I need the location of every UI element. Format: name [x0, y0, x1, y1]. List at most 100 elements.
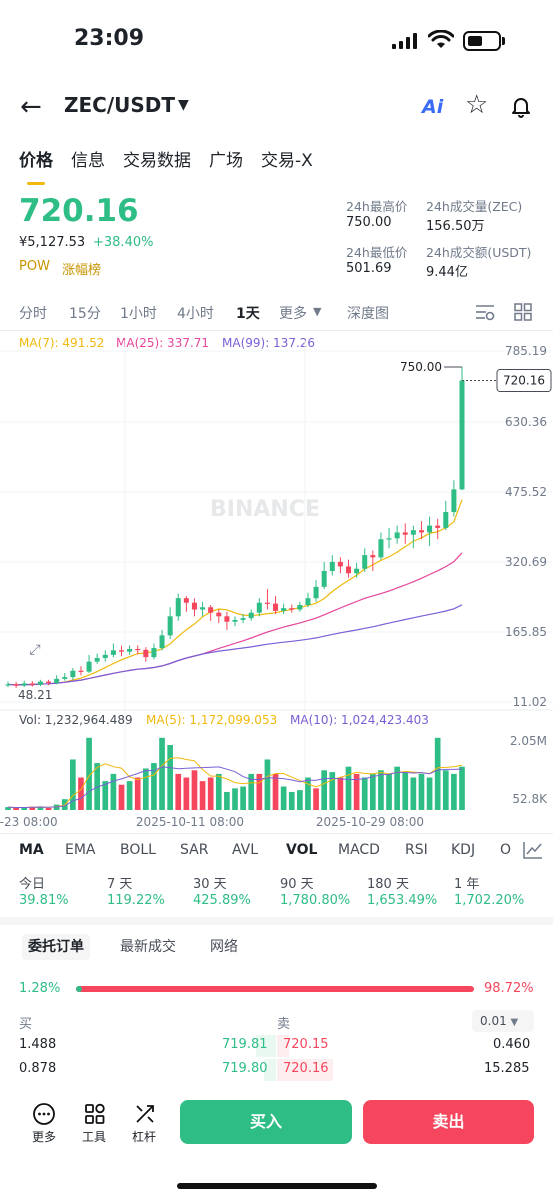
- indicator-kdj[interactable]: KDJ: [451, 842, 476, 858]
- chart-settings-icon[interactable]: [474, 302, 496, 322]
- more-icon[interactable]: [33, 1103, 55, 1125]
- y-axis-ticks: 785.19 630.36 475.52 320.69 165.85 11.02 2.05M…: [505, 344, 548, 806]
- candle-body: [321, 570, 327, 587]
- volume-bar: [288, 791, 295, 810]
- low-label: 24h最低价: [346, 245, 408, 260]
- last-price: 720.16: [19, 193, 139, 229]
- tab-price[interactable]: 价格: [19, 146, 53, 185]
- bell-icon[interactable]: [509, 94, 533, 118]
- ai-icon[interactable]: Ai: [422, 96, 444, 118]
- change-percent: +38.40%: [93, 235, 154, 250]
- tag-gainers[interactable]: 涨幅榜: [62, 263, 102, 278]
- volume-bar: [442, 770, 449, 810]
- volume-bar: [167, 745, 173, 810]
- indicator-rsi[interactable]: RSI: [405, 842, 428, 858]
- volume-bar: [353, 773, 360, 810]
- grid-layout-icon[interactable]: [514, 303, 532, 321]
- expand-icon[interactable]: ⤢: [22, 637, 48, 663]
- ask-price[interactable]: 720.16: [283, 1061, 329, 1076]
- status-time: 23:09: [74, 26, 145, 51]
- candle-body: [443, 512, 449, 528]
- interval-time[interactable]: 分时: [19, 306, 47, 322]
- vol-ma10-legend: MA(10): 1,024,423.403: [290, 713, 429, 727]
- caret-down-icon[interactable]: ▼: [178, 97, 189, 113]
- candle-body: [110, 650, 116, 655]
- bid-depth-bar: [264, 1059, 276, 1081]
- cellular-signal-icon: [392, 33, 417, 49]
- tab-square[interactable]: 广场: [209, 151, 243, 171]
- candle-body: [118, 650, 125, 652]
- interval-depth[interactable]: 深度图: [347, 306, 389, 322]
- bid-price[interactable]: 719.81: [222, 1037, 268, 1052]
- more-label[interactable]: 更多: [32, 1130, 57, 1144]
- ask-qty[interactable]: 0.460: [493, 1037, 531, 1052]
- interval-1d[interactable]: 1天: [236, 306, 260, 322]
- candle-body: [200, 607, 206, 610]
- volume-bar: [37, 806, 44, 810]
- volume-bar: [280, 786, 287, 810]
- indicator-macd[interactable]: MACD: [338, 842, 380, 858]
- ma99-legend: MA(99): 137.26: [222, 336, 316, 350]
- x-axis-ticks: 9-23 08:00 2025-10-11 08:00 2025-10-29 08:…: [0, 815, 424, 829]
- candle-body: [159, 635, 165, 649]
- tab-info[interactable]: 信息: [71, 151, 105, 171]
- ma25-legend: MA(25): 337.71: [116, 336, 210, 350]
- interval-15m[interactable]: 15分: [69, 306, 101, 322]
- indicator-ma[interactable]: MA: [19, 842, 44, 858]
- tools-label[interactable]: 工具: [82, 1130, 107, 1144]
- volume-bar: [224, 791, 230, 810]
- leverage-label[interactable]: 杠杆: [132, 1130, 157, 1144]
- chart-grid: [0, 340, 553, 810]
- star-icon[interactable]: ☆: [465, 90, 489, 120]
- back-arrow-icon[interactable]: ←: [20, 92, 42, 122]
- volume-bar: [207, 777, 214, 810]
- x-tick-label: 2025-10-29 08:00: [316, 815, 424, 829]
- indicator-vol[interactable]: VOL: [286, 842, 318, 858]
- pair-title[interactable]: ZEC/USDT: [64, 93, 176, 117]
- candle-body: [378, 539, 384, 558]
- candle-body: [175, 598, 181, 617]
- home-indicator: [177, 1183, 377, 1189]
- indicator-obv[interactable]: O: [500, 842, 512, 858]
- leverage-icon[interactable]: [134, 1103, 156, 1125]
- interval-4h[interactable]: 4小时: [177, 306, 214, 322]
- tools-icon[interactable]: [84, 1103, 106, 1125]
- candle-body: [248, 612, 254, 619]
- bid-qty[interactable]: 0.878: [19, 1061, 57, 1076]
- divider: [0, 833, 553, 834]
- candle-body: [29, 683, 35, 685]
- volume-bar: [199, 781, 206, 810]
- more-caret-icon[interactable]: ▼: [313, 305, 322, 318]
- indicator-chart-icon[interactable]: [523, 841, 543, 859]
- tab-trade-x[interactable]: 交易-X: [261, 151, 313, 171]
- volume-bar: [313, 788, 319, 810]
- volume-bar: [29, 806, 36, 810]
- interval-1h[interactable]: 1小时: [120, 306, 157, 322]
- tab-network[interactable]: 网络: [210, 939, 238, 955]
- low-marker-label: 48.21: [18, 688, 52, 702]
- sell-button[interactable]: 卖出: [363, 1100, 534, 1144]
- ask-qty[interactable]: 15.285: [484, 1061, 530, 1076]
- candle-body: [402, 532, 408, 535]
- bid-qty[interactable]: 1.488: [19, 1037, 57, 1052]
- perf-label-90d: 90 天: [280, 877, 314, 892]
- tag-pow[interactable]: POW: [19, 259, 50, 274]
- tab-order-book[interactable]: 委托订单: [22, 934, 90, 960]
- tab-latest-trades[interactable]: 最新成交: [120, 939, 176, 955]
- interval-more[interactable]: 更多: [279, 306, 307, 322]
- candle-body: [46, 681, 52, 683]
- bid-price[interactable]: 719.80: [222, 1061, 268, 1076]
- indicator-sar[interactable]: SAR: [180, 842, 209, 858]
- volume-bar: [402, 772, 409, 810]
- tab-trading-data[interactable]: 交易数据: [123, 151, 191, 171]
- vol-ma5-legend: MA(5): 1,172,099.053: [146, 713, 278, 727]
- ask-price[interactable]: 720.15: [283, 1037, 329, 1052]
- indicator-boll[interactable]: BOLL: [120, 842, 156, 858]
- precision-select[interactable]: 0.01 ▼: [472, 1010, 534, 1032]
- indicator-avl[interactable]: AVL: [232, 842, 259, 858]
- volume-bar: [451, 773, 457, 810]
- kline-chart[interactable]: BINANCE 785.19 630.36 475.52 320.69 165.85 11…: [0, 330, 553, 830]
- indicator-ema[interactable]: EMA: [65, 842, 96, 858]
- candle-body: [264, 602, 270, 604]
- buy-button[interactable]: 买入: [180, 1100, 352, 1144]
